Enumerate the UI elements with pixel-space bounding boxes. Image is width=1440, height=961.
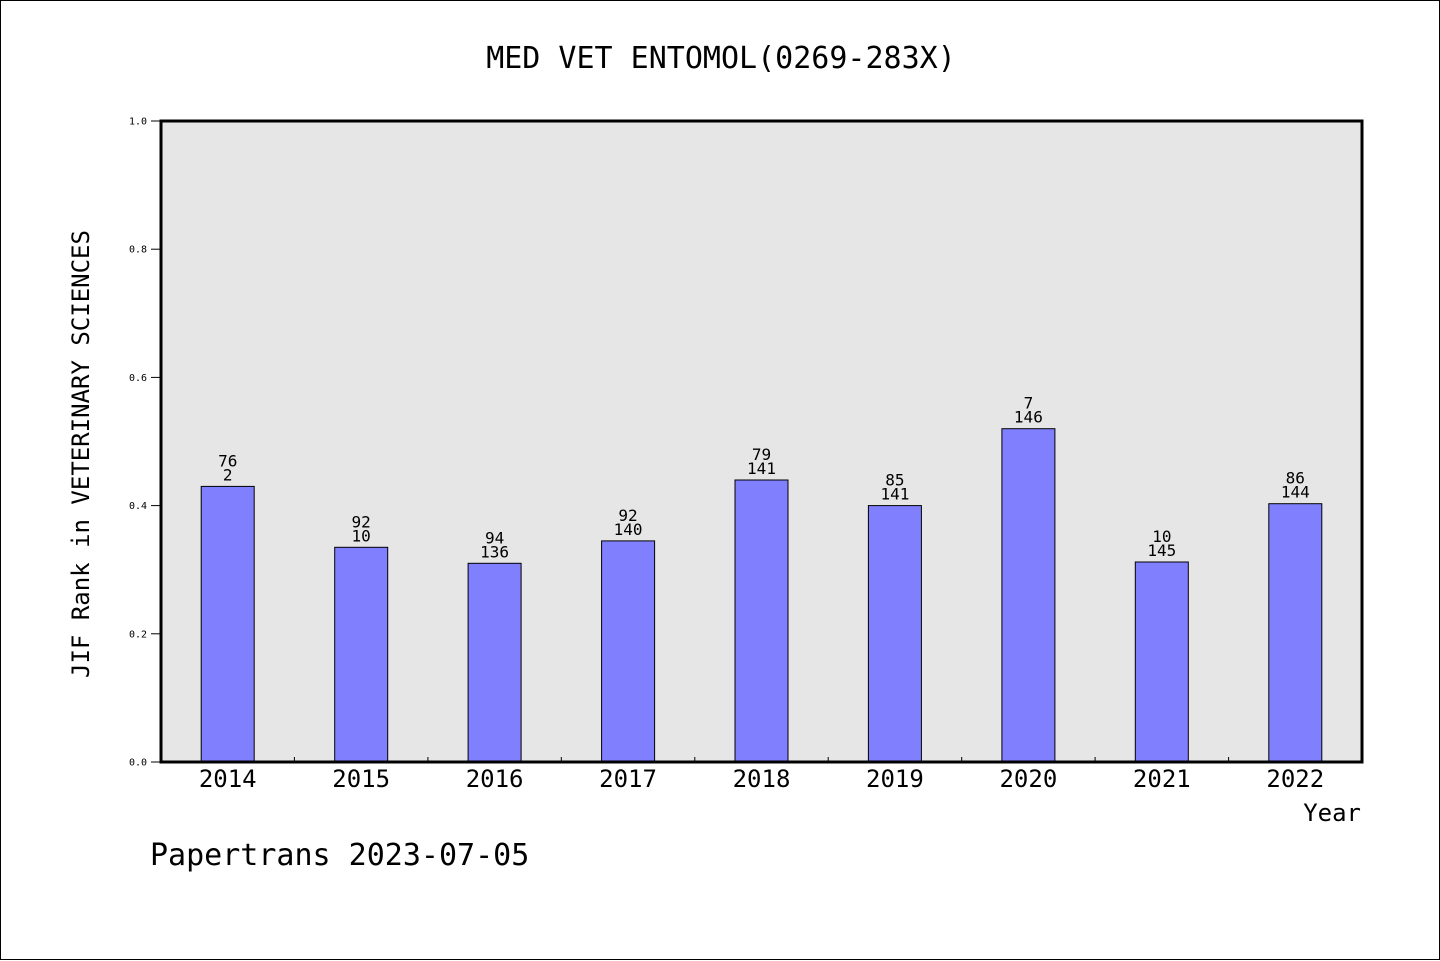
x-axis-ticks: 2014 2015 2016 2017 2018 2019 2020 2021 2022 (199, 757, 1324, 793)
data-label-bottom-2014: 2 (223, 465, 233, 484)
data-label-top-2015: 92 (352, 512, 371, 531)
x-tick-label-2016: 2016 (466, 765, 524, 793)
chart-title: MED VET ENTOMOL(0269-283X) (486, 41, 956, 76)
x-tick-label-2018: 2018 (733, 765, 791, 793)
data-label-bottom-2018: 141 (747, 459, 776, 478)
y-tick-label-4: 0.8 (129, 245, 147, 256)
x-axis-label: Year (1303, 799, 1361, 827)
data-label-top-2014: 76 (218, 451, 237, 470)
data-label-bottom-2020: 146 (1014, 408, 1043, 427)
bar-group (200, 428, 1323, 763)
data-label-bottom-2022: 144 (1281, 483, 1310, 502)
data-label-top-2021: 10 (1152, 527, 1171, 546)
y-tick-label-3: 0.6 (129, 373, 147, 384)
bar-2018 (734, 479, 789, 763)
y-tick-label-1: 0.2 (129, 629, 147, 640)
y-tick-label-0: 0.0 (129, 758, 147, 769)
data-label-bottom-2015: 10 (352, 526, 371, 545)
bar-2022 (1268, 503, 1323, 763)
x-tick-label-2020: 2020 (999, 765, 1057, 793)
y-tick-label-2: 0.4 (129, 501, 147, 512)
bar-2017 (601, 540, 656, 763)
bar-2016 (467, 562, 522, 763)
y-axis-label: JIF Rank in VETERINARY SCIENCES (67, 230, 95, 678)
x-tick-label-2021: 2021 (1133, 765, 1191, 793)
data-label-bottom-2016: 136 (480, 542, 509, 561)
data-label-top-2020: 7 (1024, 394, 1034, 413)
data-label-top-2019: 85 (885, 471, 904, 490)
data-label-top-2018: 79 (752, 445, 771, 464)
data-label-bottom-2019: 141 (880, 485, 909, 504)
x-tick-label-2014: 2014 (199, 765, 257, 793)
bar-2021 (1134, 561, 1189, 763)
y-tick-label-5: 1.0 (129, 117, 147, 128)
data-label-top-2017: 92 (618, 506, 637, 525)
footer-text: Papertrans 2023-07-05 (150, 838, 529, 873)
bar-2019 (867, 505, 922, 763)
bar-2014 (200, 485, 255, 763)
x-tick-label-2019: 2019 (866, 765, 924, 793)
bar-2015 (334, 546, 389, 763)
data-label-top-2022: 86 (1286, 469, 1305, 488)
data-label-bottom-2021: 145 (1147, 541, 1176, 560)
y-axis-ticks: 0.0 0.2 0.4 0.6 0.8 1.0 (129, 117, 161, 769)
x-tick-label-2022: 2022 (1266, 765, 1324, 793)
plot-border (159, 119, 1364, 764)
data-label-top-2016: 94 (485, 528, 504, 547)
data-label-bottom-2017: 140 (614, 520, 643, 539)
bar-2020 (1001, 428, 1056, 763)
x-tick-label-2017: 2017 (599, 765, 657, 793)
x-tick-label-2015: 2015 (332, 765, 390, 793)
